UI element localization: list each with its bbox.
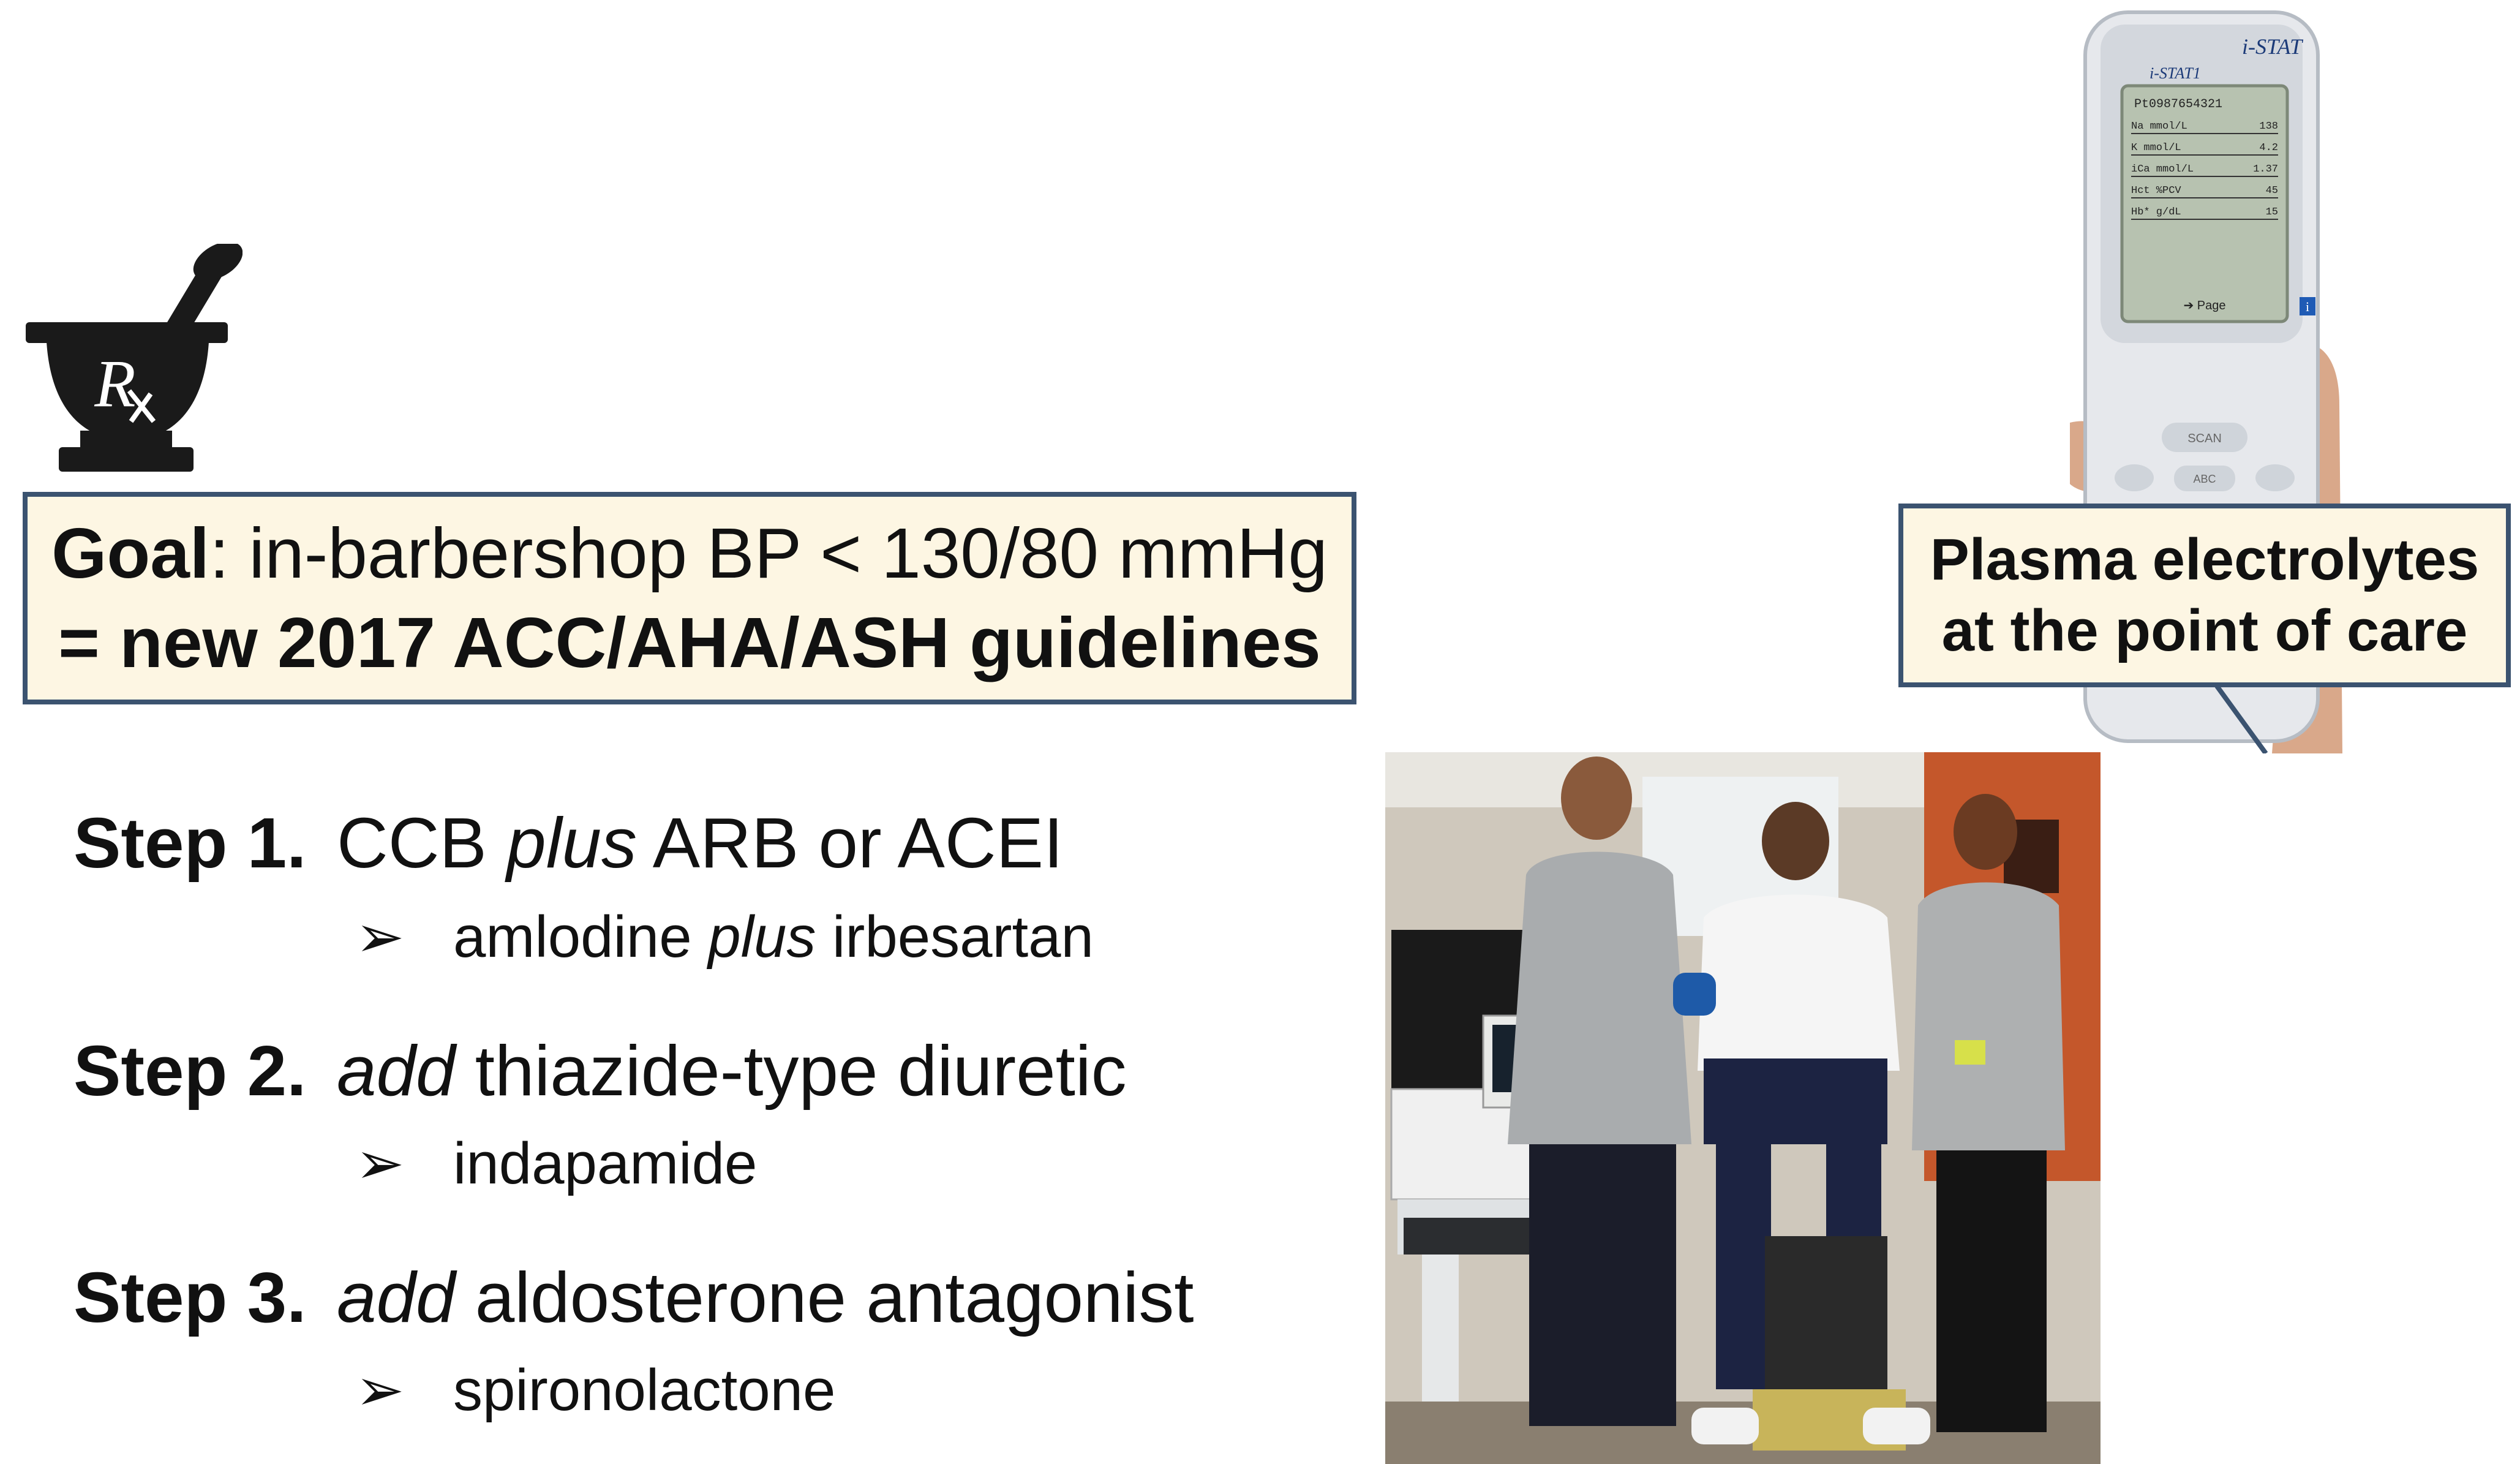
goal-line: Goal: in-barbershop BP < 130/80 mmHg bbox=[51, 513, 1328, 593]
step-1-text-a: CCB bbox=[337, 803, 507, 883]
screen-row-value: 45 bbox=[2266, 185, 2278, 197]
device-brand: i-STAT bbox=[2242, 34, 2304, 59]
screen-row-label: K mmol/L bbox=[2131, 142, 2181, 154]
abc-button-label: ABC bbox=[2193, 473, 2216, 485]
callout-line-2: at the point of care bbox=[1941, 598, 2468, 663]
screen-row-value: 4.2 bbox=[2259, 142, 2278, 154]
istat-device-photo: i-STAT i-STAT1 Pt0987654321 Na mmol/L 13… bbox=[2070, 10, 2342, 753]
bullet-arrow-icon: ➢ bbox=[355, 1131, 405, 1196]
screen-row-label: Hb* g/dL bbox=[2131, 206, 2181, 218]
step-1: Step 1. CCB plus ARB or ACEI bbox=[73, 807, 1063, 878]
step-1-drug-b: plus bbox=[708, 904, 816, 970]
step-1-drug: ➢ amlodine plus irbesartan bbox=[355, 908, 1094, 967]
screen-row-label: Hct %PCV bbox=[2131, 185, 2181, 197]
step-2-text-b: thiazide-type diuretic bbox=[455, 1031, 1127, 1111]
step-3-label: Step 3. bbox=[73, 1258, 307, 1337]
step-3: Step 3. add aldosterone antagonist bbox=[73, 1262, 1194, 1333]
bullet-arrow-icon: ➢ bbox=[355, 904, 405, 970]
rx-symbol: R bbox=[94, 346, 135, 421]
screen-row-label: Na mmol/L bbox=[2131, 121, 2187, 132]
step-3-drug: ➢ spironolactone bbox=[355, 1361, 835, 1420]
step-1-text-b: plus bbox=[506, 803, 637, 883]
goal-text: : in-barbershop BP < 130/80 mmHg bbox=[209, 513, 1328, 593]
callout-line-1: Plasma electrolytes bbox=[1930, 527, 2480, 593]
screen-row-value: 15 bbox=[2266, 206, 2278, 218]
mortar-pestle-rx-icon: R bbox=[26, 244, 243, 472]
step-2-drug: ➢ indapamide bbox=[355, 1134, 757, 1193]
step-3-text-a: add bbox=[337, 1258, 456, 1337]
step-3-text-b: aldosterone antagonist bbox=[455, 1258, 1194, 1337]
step-2: Step 2. add thiazide-type diuretic bbox=[73, 1035, 1127, 1106]
step-3-drug-a: spironolactone bbox=[453, 1357, 836, 1423]
step-2-text-a: add bbox=[337, 1031, 456, 1111]
goal-box: Goal: in-barbershop BP < 130/80 mmHg = n… bbox=[23, 492, 1356, 704]
screen-row-value: 1.37 bbox=[2253, 164, 2278, 175]
goal-label: Goal bbox=[51, 513, 209, 593]
bullet-arrow-icon: ➢ bbox=[355, 1357, 405, 1423]
scan-button-label: SCAN bbox=[2187, 432, 2222, 445]
screen-row-label: iCa mmol/L bbox=[2131, 164, 2194, 175]
step-1-drug-c: irbesartan bbox=[816, 904, 1094, 970]
info-icon: i bbox=[2306, 299, 2309, 314]
device-model: i-STAT1 bbox=[2150, 64, 2201, 82]
step-2-label: Step 2. bbox=[73, 1031, 307, 1111]
screen-page-label: ➔ Page bbox=[2183, 299, 2225, 312]
step-1-label: Step 1. bbox=[73, 803, 307, 883]
guidelines-line: = new 2017 ACC/AHA/ASH guidelines bbox=[58, 602, 1321, 682]
barbershop-photo bbox=[1385, 752, 2101, 1464]
step-1-text-c: ARB or ACEI bbox=[636, 803, 1064, 883]
step-1-drug-a: amlodine bbox=[453, 904, 709, 970]
electrolytes-callout: Plasma electrolytes at the point of care bbox=[1898, 504, 2511, 687]
patient-id: Pt0987654321 bbox=[2134, 97, 2222, 111]
screen-row-value: 138 bbox=[2259, 121, 2278, 132]
step-2-drug-a: indapamide bbox=[453, 1131, 758, 1196]
